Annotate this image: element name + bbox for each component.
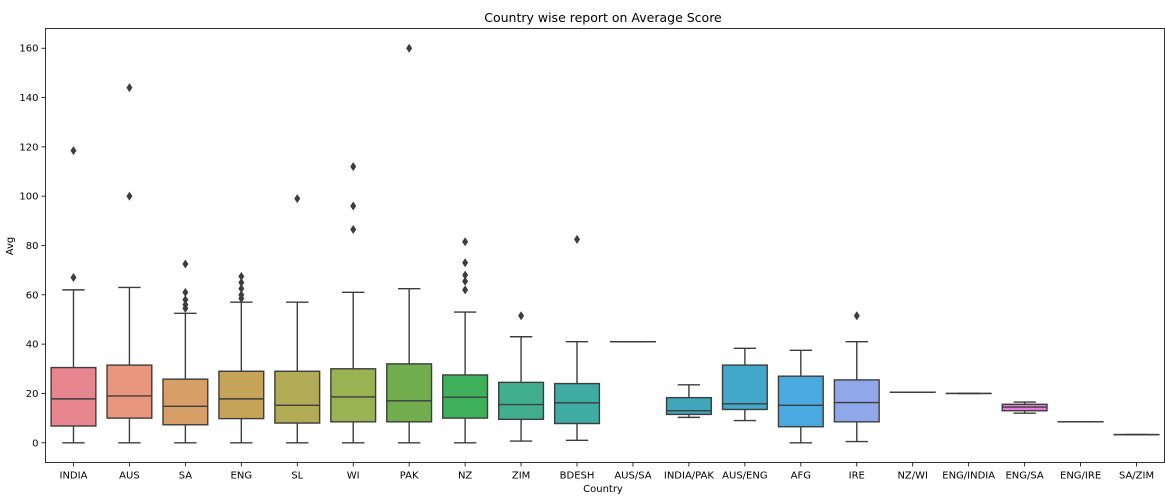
x-tick-label: IRE — [849, 471, 865, 482]
outlier-point — [182, 300, 189, 310]
outlier-point — [462, 270, 469, 280]
box-group — [106, 83, 153, 444]
outlier-point — [462, 237, 469, 247]
x-tick-label: INDIA — [60, 471, 88, 482]
outlier-point — [238, 290, 245, 300]
box-group — [330, 162, 377, 444]
outlier-point — [406, 43, 413, 53]
box-group — [442, 237, 489, 444]
box-group — [833, 311, 880, 443]
outlier-point — [350, 224, 357, 234]
y-tick-label: 120 — [19, 142, 38, 153]
x-tick-label: ZIM — [512, 471, 530, 482]
x-tick-label: SL — [291, 471, 303, 482]
box-group — [1001, 401, 1048, 414]
outlier-point — [462, 276, 469, 286]
box — [162, 378, 209, 426]
y-tick-label: 20 — [26, 389, 39, 400]
x-tick-label: ENG/SA — [1005, 471, 1043, 482]
plot-area — [50, 43, 1160, 444]
outlier-point — [853, 311, 860, 321]
y-tick-label: 40 — [26, 340, 39, 351]
box — [721, 364, 768, 411]
y-tick-label: 60 — [26, 290, 39, 301]
x-tick-label: PAK — [400, 471, 419, 482]
box — [106, 364, 153, 419]
x-tick-label: ENG — [231, 471, 253, 482]
outlier-point — [126, 83, 133, 93]
box-group — [665, 384, 713, 419]
box — [833, 379, 880, 423]
box-group — [274, 194, 321, 444]
box — [386, 363, 433, 423]
outlier-point — [518, 311, 525, 321]
box — [553, 382, 601, 425]
x-tick-label: SA — [179, 471, 193, 482]
box — [218, 370, 265, 420]
y-tick-label: 140 — [19, 93, 38, 104]
box-group — [386, 43, 433, 444]
x-tick-label: WI — [347, 471, 360, 482]
plot-frame — [45, 28, 1165, 463]
x-axis: INDIA AUS SA ENG SL WI PAK NZ ZIM BDESH AUS/SA INDI… — [60, 462, 1154, 482]
box — [497, 381, 545, 421]
outlier-point — [238, 277, 245, 287]
box — [330, 368, 377, 423]
outlier-point — [238, 271, 245, 281]
box-group — [50, 146, 97, 444]
x-tick-label: SA/ZIM — [1119, 471, 1154, 482]
outlier-point — [126, 191, 133, 201]
outlier-point — [574, 234, 581, 244]
x-tick-label: AUS/ENG — [722, 471, 767, 482]
x-tick-label: AUS — [119, 471, 140, 482]
outlier-point — [70, 146, 77, 156]
y-tick-label: 160 — [19, 44, 38, 55]
outlier-point — [70, 273, 77, 283]
box — [665, 396, 713, 416]
y-axis-label: Avg — [5, 237, 16, 256]
box-group — [218, 271, 265, 444]
x-tick-label: BDESH — [560, 471, 595, 482]
x-axis-label: Country — [583, 484, 623, 495]
x-tick-label: AUS/SA — [614, 471, 651, 482]
x-tick-label: INDIA/PAK — [664, 471, 715, 482]
x-tick-label: AFG — [791, 471, 811, 482]
outlier-point — [462, 258, 469, 268]
chart-title: Country wise report on Average Score — [484, 10, 722, 25]
box — [777, 375, 824, 428]
x-tick-label: ENG/INDIA — [942, 471, 995, 482]
box-group — [553, 234, 601, 442]
outlier-point — [182, 295, 189, 305]
y-axis: 0 20 40 60 80 100 120 140 160 — [19, 44, 46, 449]
outlier-point — [350, 201, 357, 211]
y-tick-label: 0 — [32, 438, 38, 449]
outlier-point — [350, 162, 357, 172]
outlier-point — [462, 285, 469, 295]
x-tick-label: NZ/WI — [897, 471, 928, 482]
box — [50, 366, 97, 427]
y-tick-label: 100 — [19, 192, 38, 203]
box-group — [777, 349, 824, 444]
box-group — [721, 347, 768, 422]
outlier-point — [182, 287, 189, 297]
x-tick-label: ENG/IRE — [1060, 471, 1101, 482]
box-group — [162, 259, 209, 444]
outlier-point — [238, 284, 245, 294]
outlier-point — [182, 259, 189, 269]
y-tick-label: 80 — [26, 241, 39, 252]
outlier-point — [294, 194, 301, 204]
box-group — [497, 311, 545, 442]
box — [274, 370, 321, 424]
x-tick-label: NZ — [458, 471, 472, 482]
